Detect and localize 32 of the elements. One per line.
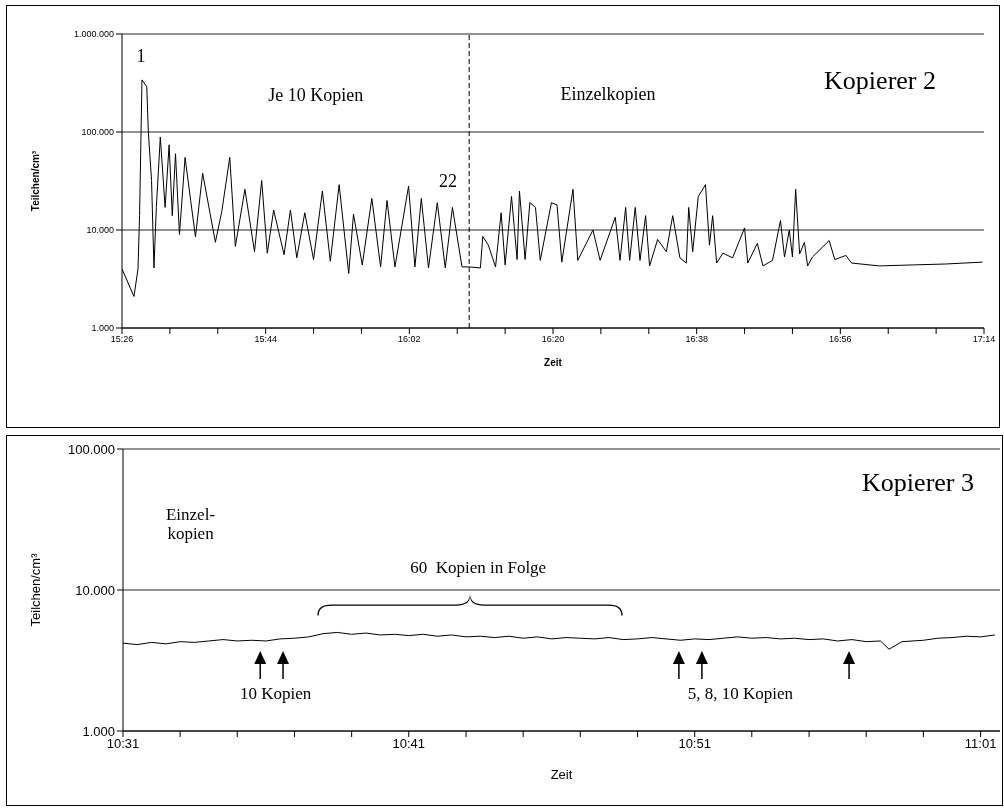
x-tick-label: 10:51 <box>678 736 711 752</box>
x-tick-label: 15:26 <box>110 334 134 345</box>
x-tick-label: 16:56 <box>829 334 852 345</box>
y-axis-title: Teilchen/cm³ <box>27 552 43 627</box>
x-tick-label: 16:02 <box>398 334 421 345</box>
x-tick-label: 16:20 <box>541 334 565 345</box>
y-tick-label: 1.000 <box>91 323 114 334</box>
y-tick-label: 10.000 <box>75 582 115 598</box>
y-tick-label: 1.000.000 <box>73 29 114 40</box>
y-axis-title: Teilchen/cm³ <box>29 150 41 212</box>
text: Kopierer 2 <box>824 66 936 95</box>
text: Kopierer 3 <box>862 468 974 497</box>
x-tick-label: 15:44 <box>254 334 277 345</box>
annotation: Je 10 Kopien <box>268 85 364 106</box>
annotation: Einzelkopien <box>560 83 656 104</box>
annotation: 10 Kopien <box>239 683 312 703</box>
y-tick-label: 100.000 <box>81 127 114 138</box>
annotation: 60 Kopien in Folge <box>410 557 547 577</box>
y-tick-label: 100.000 <box>68 441 115 457</box>
annotation: 22 <box>439 171 458 192</box>
x-tick-label: 17:14 <box>972 334 996 345</box>
annotation: 5, 8, 10 Kopien <box>687 683 794 703</box>
y-tick-label: 1.000 <box>82 723 115 739</box>
x-axis-title: Zeit <box>544 357 563 368</box>
x-tick-label: 16:38 <box>685 334 708 345</box>
annotation: 1 <box>136 45 146 66</box>
x-tick-label: 10:31 <box>106 736 140 752</box>
x-tick-label: 11:01 <box>964 736 997 752</box>
x-tick-label: 10:41 <box>392 736 426 752</box>
annotation: Einzel- kopien <box>165 504 216 544</box>
x-axis-title: Zeit <box>550 767 573 782</box>
y-tick-label: 10.000 <box>86 225 114 236</box>
